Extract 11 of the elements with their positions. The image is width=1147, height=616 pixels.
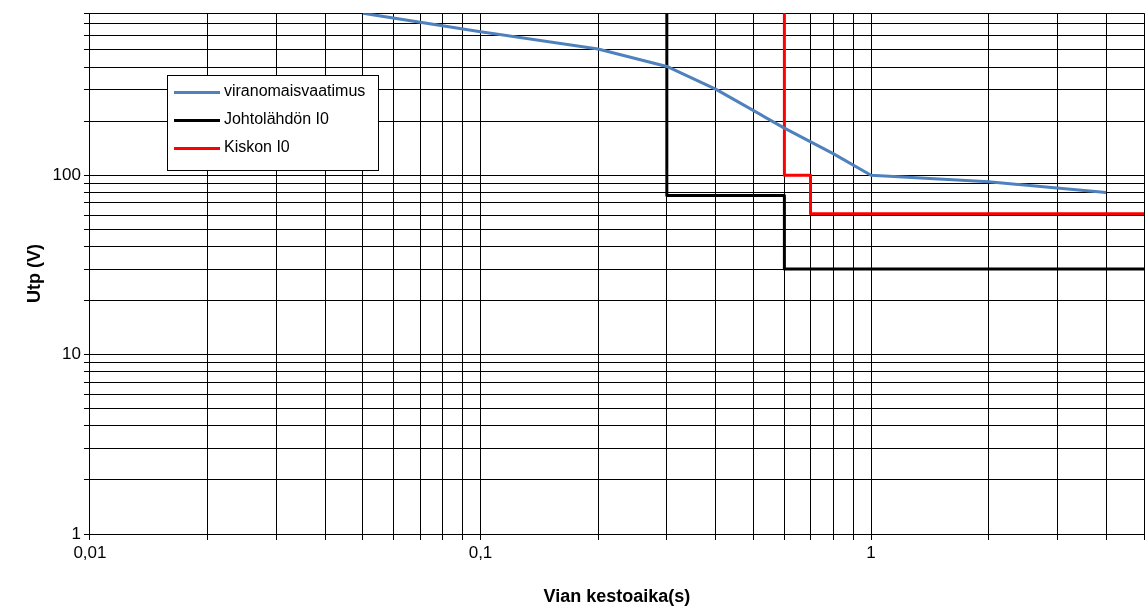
y-axis-title: Utp (V) bbox=[23, 244, 44, 304]
legend-label: Kiskon I0 bbox=[223, 138, 290, 157]
legend-label: viranomaisvaatimus bbox=[223, 82, 366, 101]
x-tick-label: 1 bbox=[866, 542, 876, 562]
x-axis-title: Vian kestoaika(s) bbox=[543, 586, 691, 607]
x-tick-label: 0,1 bbox=[468, 542, 493, 562]
y-tick-label: 100 bbox=[52, 164, 81, 184]
y-tick-label: 1 bbox=[71, 523, 81, 543]
x-tick-label: 0,01 bbox=[73, 542, 107, 562]
legend-label: Johtolähdön I0 bbox=[223, 110, 329, 129]
y-tick-label: 10 bbox=[62, 344, 81, 364]
